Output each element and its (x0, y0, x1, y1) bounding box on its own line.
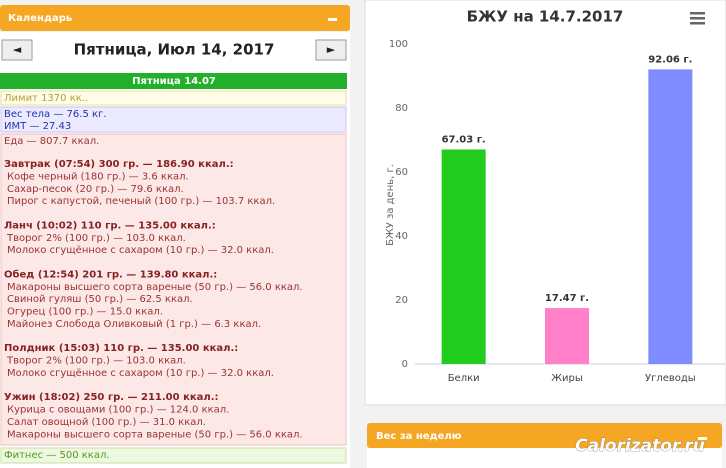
fitness-text: Фитнес — 500 ккал. (4, 450, 110, 461)
day-tab-text: Пятница 14.07 (132, 76, 216, 87)
weight-text: Вес тела — 76.5 кг. (4, 109, 106, 120)
food-box (0, 133, 347, 446)
value-label: 67.03 г. (442, 135, 486, 146)
x-tick-label: Жиры (551, 373, 583, 384)
week-header-text: Вес за неделю (376, 431, 462, 442)
food-text: Еда — 807.7 ккал. (4, 136, 99, 147)
y-tick-label: 20 (395, 295, 408, 306)
collapse-icon[interactable] (328, 18, 337, 21)
week-header (367, 423, 722, 448)
header-text: Календарь (8, 13, 72, 24)
plot: 0 20 40 60 80 100 Белки 67.03 г. Жиры 17.47 г. Угл… (389, 39, 696, 384)
limit-text: Лимит 1370 кк.. (4, 93, 88, 104)
y-tick-label: 80 (395, 103, 408, 114)
meal-item: Майонез Слобода Оливковый (1 гр.) — 6.3 … (7, 319, 261, 330)
meal-title: Завтрак (07:54) 300 гр. — 186.90 ккал.: (4, 159, 234, 170)
date-title: Пятница, Июл 14, 2017 (74, 41, 275, 59)
y-tick-label: 40 (395, 231, 408, 242)
y-axis-label: БЖУ за день, г. (385, 164, 396, 246)
value-label: 92.06 г. (648, 54, 692, 65)
meal-item: Свиной гуляш (50 гр.) — 62.5 ккал. (7, 294, 193, 305)
meal-item: Салат овощной (100 гр.) — 31.0 ккал. (7, 417, 206, 428)
meal-item: Сахар-песок (20 гр.) — 79.6 ккал. (7, 184, 184, 195)
prev-text: ◄ (13, 43, 22, 56)
next-text: ► (327, 43, 336, 56)
meal-item: Огурец (100 гр.) — 15.0 ккал. (7, 307, 163, 318)
meals: Завтрак (07:54) 300 гр. — 186.90 ккал.:К… (4, 159, 303, 440)
y-tick-label: 100 (389, 39, 408, 50)
calendar-header (0, 5, 350, 31)
meal-item: Творог 2% (100 гр.) — 103.0 ккал. (6, 233, 186, 244)
meal-title: Ужин (18:02) 250 гр. — 211.00 ккал.: (4, 392, 219, 403)
meal-item: Кофе черный (180 гр.) — 3.6 ккал. (7, 171, 189, 182)
bar (648, 69, 693, 365)
x-tick-label: Углеводы (645, 373, 696, 384)
weight-box (0, 106, 347, 133)
week-body (367, 448, 722, 468)
meal-item: Молоко сгущённое с сахаром (10 гр.) — 32… (7, 368, 274, 379)
y-tick-label: 60 (395, 167, 408, 178)
week-collapse[interactable] (698, 437, 707, 440)
day-tab[interactable] (0, 73, 347, 89)
meal-item: Творог 2% (100 гр.) — 103.0 ккал. (6, 356, 186, 367)
meal-item: Макароны высшего сорта вареные (50 гр.) … (7, 429, 303, 440)
bar (545, 308, 589, 364)
prev-button[interactable] (1, 39, 33, 61)
menu-icon[interactable] (690, 12, 705, 25)
meal-title: Ланч (10:02) 110 гр. — 135.00 ккал.: (4, 220, 216, 231)
chart-title: БЖУ на 14.7.2017 (467, 8, 624, 26)
fitness-row (0, 447, 347, 464)
bmi-text: ИМТ — 27.43 (4, 121, 71, 132)
meal-item: Курица с овощами (100 гр.) — 124.0 ккал. (7, 405, 229, 416)
meal-item: Молоко сгущённое с сахаром (10 гр.) — 32… (7, 245, 274, 256)
x-tick-label: Белки (448, 373, 480, 384)
bar (441, 149, 486, 364)
meal-item: Макароны высшего сорта вареные (50 гр.) … (7, 282, 303, 293)
y-tick-label: 0 (402, 359, 408, 370)
limit-row (0, 90, 347, 106)
value-label: 17.47 г. (545, 293, 589, 304)
meal-title: Обед (12:54) 201 гр. — 139.80 ккал.: (4, 268, 217, 280)
meal-title: Полдник (15:03) 110 гр. — 135.00 ккал.: (4, 343, 238, 354)
meal-item: Пирог с капустой, печеный (100 гр.) — 10… (7, 196, 275, 207)
watermark: Calorizator.ru (575, 436, 705, 456)
next-button[interactable] (315, 39, 347, 61)
